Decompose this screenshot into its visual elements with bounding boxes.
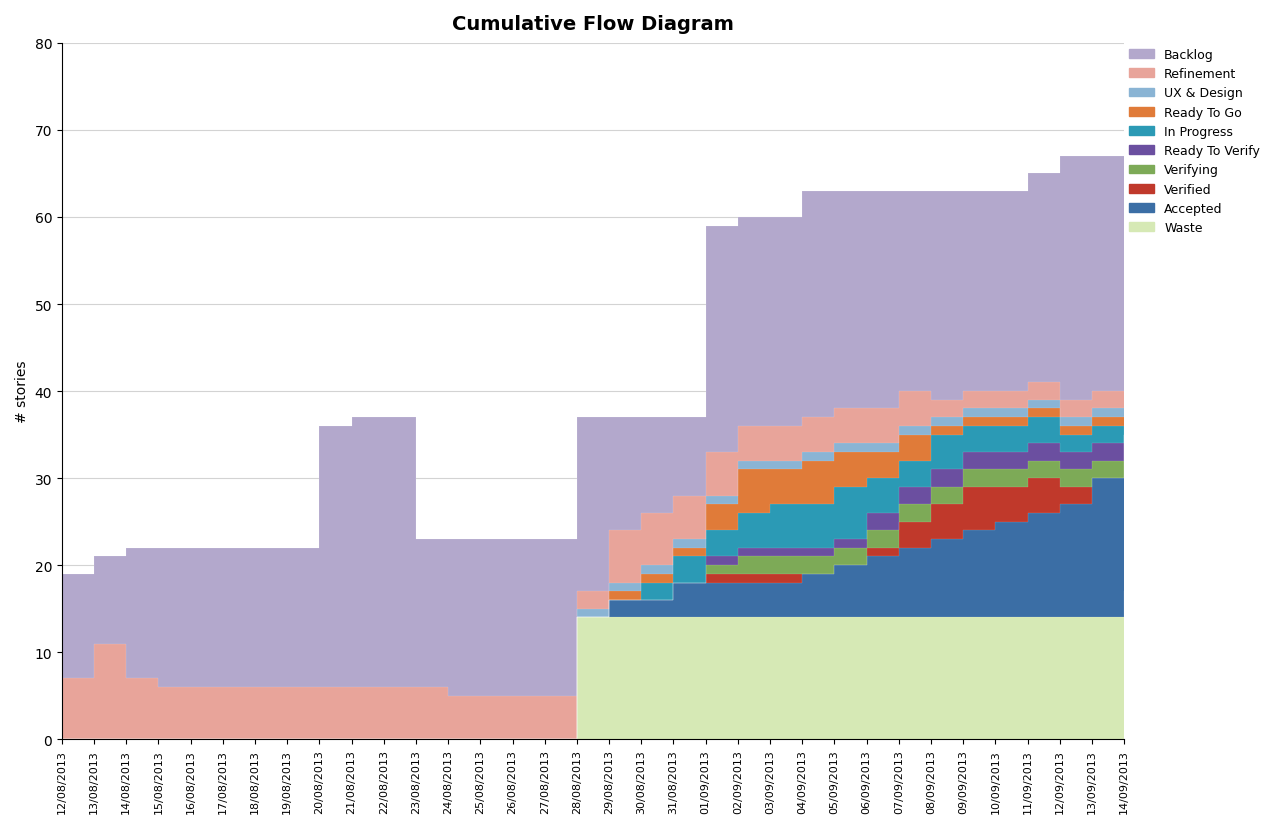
Legend: Backlog, Refinement, UX & Design, Ready To Go, In Progress, Ready To Verify, Ver: Backlog, Refinement, UX & Design, Ready … — [1124, 44, 1265, 240]
Title: Cumulative Flow Diagram: Cumulative Flow Diagram — [452, 15, 733, 34]
Y-axis label: # stories: # stories — [15, 360, 29, 423]
